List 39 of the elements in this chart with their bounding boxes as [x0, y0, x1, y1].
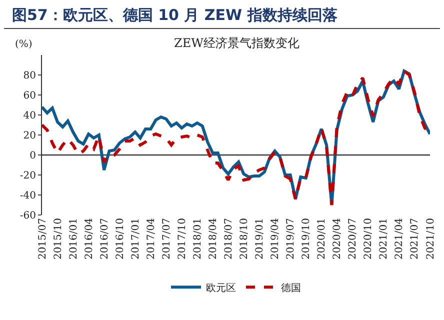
y-tick-label: 40	[23, 110, 36, 122]
x-tick-label: 2017/01	[130, 218, 142, 260]
legend-label: 德国	[281, 283, 301, 294]
legend-label: 欧元区	[206, 283, 236, 294]
x-tick-label: 2016/07	[99, 218, 110, 260]
x-tick-label: 2016/01	[68, 218, 80, 260]
x-tick-label: 2020/07	[348, 218, 359, 260]
x-tick-label: 2016/04	[84, 218, 95, 260]
y-tick-label: -60	[20, 210, 36, 222]
x-tick-label: 2016/10	[114, 218, 126, 260]
x-tick-label: 2021/04	[394, 218, 406, 260]
x-tick-label: 2020/10	[363, 218, 374, 260]
x-tick-label: 2018/04	[208, 218, 219, 260]
x-tick-label: 2021/07	[410, 218, 421, 260]
x-tick-label: 2015/10	[52, 218, 64, 260]
y-tick-label: -40	[20, 190, 36, 202]
x-tick-label: 2017/10	[176, 218, 188, 260]
y-tick-label: 80	[23, 70, 36, 82]
x-tick-label: 2017/07	[161, 218, 172, 260]
x-tick-label: 2018/10	[239, 218, 250, 260]
x-tick-label: 2015/07	[37, 218, 48, 260]
x-tick-label: 2017/04	[146, 218, 157, 260]
x-tick-label: 2021/10	[425, 218, 436, 260]
x-tick-label: 2018/07	[223, 218, 234, 260]
x-tick-label: 2020/01	[316, 218, 328, 260]
x-tick-label: 2019/10	[301, 218, 312, 260]
y-tick-label: 60	[23, 90, 36, 102]
y-axis-title: (%)	[15, 39, 32, 50]
chart-title: 图57：欧元区、德国 10 月 ZEW 指数持续回落	[4, 0, 440, 29]
x-tick-label: 2018/01	[192, 218, 204, 260]
y-tick-label: 0	[30, 150, 36, 162]
x-tick-label: 2019/07	[286, 218, 297, 260]
x-tick-label: 2021/01	[378, 218, 390, 260]
y-tick-label: -20	[20, 170, 36, 182]
y-tick-label: 20	[23, 130, 36, 142]
x-tick-label: 2019/01	[254, 218, 266, 260]
chart-subtitle: ZEW经济景气指数变化	[174, 36, 300, 50]
x-tick-label: 2020/04	[332, 218, 344, 260]
x-tick-label: 2019/04	[270, 218, 282, 260]
